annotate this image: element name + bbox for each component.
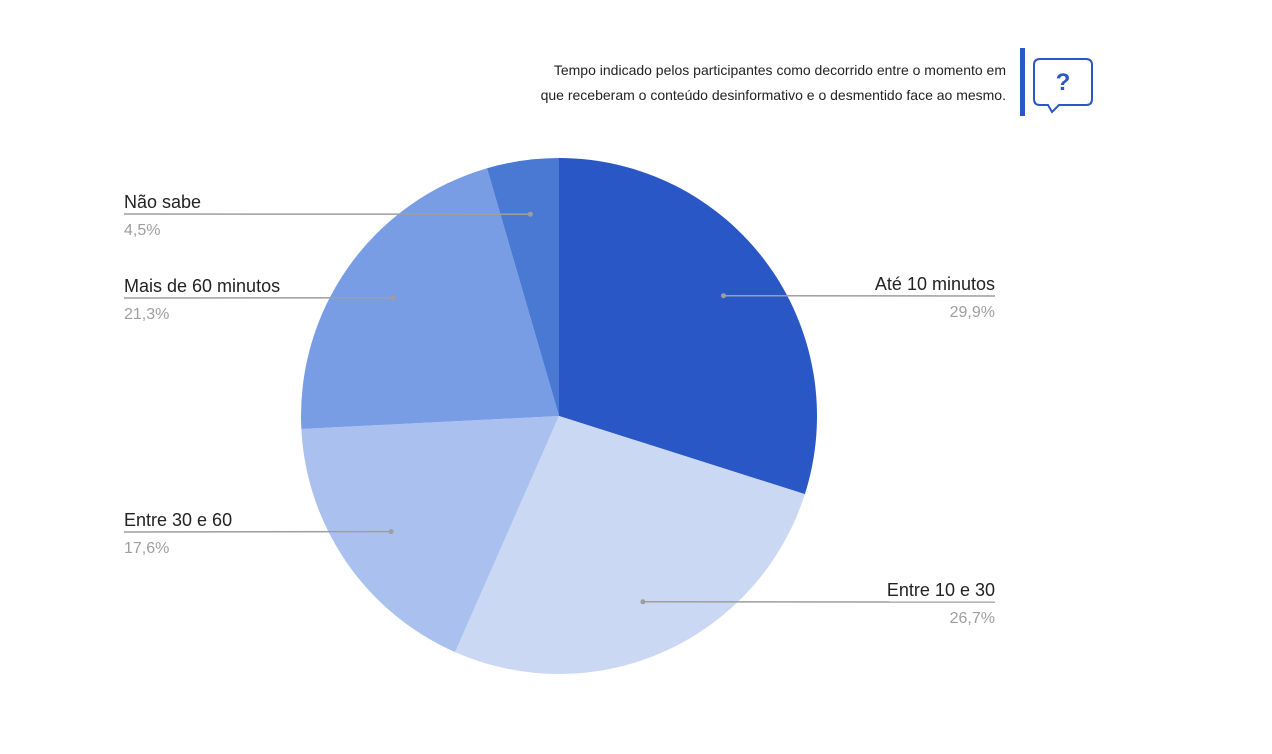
chart-description-line-1: Tempo indicado pelos participantes como … [553, 62, 1006, 78]
slice-entre-30-e-60-percent: 17,6% [124, 540, 169, 557]
slice-entre-30-e-60 [301, 416, 559, 653]
slice-nao-sabe-leader-dot [527, 211, 533, 217]
chart-description-line-2: que receberam o conteúdo desinformativo … [540, 87, 1006, 103]
slice-mais-de-60-minutos-label: Mais de 60 minutos [124, 276, 280, 296]
slice-labels: Até 10 minutos 29,9% Entre 10 e 30 26,7% Ent… [123, 192, 996, 627]
question-mark-glyph: ? [1056, 69, 1071, 96]
slice-entre-30-e-60-leader-dot [388, 529, 394, 535]
slice-ate-10-minutos-leader-dot [721, 293, 726, 299]
slice-entre-10-e-30-label: Entre 10 e 30 [887, 580, 995, 600]
slice-entre-10-e-30 [455, 416, 805, 674]
pie-slices [301, 158, 818, 674]
slice-nao-sabe-percent: 4,5% [124, 222, 160, 239]
slice-mais-de-60-minutos [301, 168, 559, 429]
slice-entre-10-e-30-percent: 26,7% [950, 610, 995, 627]
slice-mais-de-60-minutos-leader-dot [390, 295, 396, 301]
question-speech-bubble-icon[interactable]: ? [1032, 56, 1096, 116]
slice-ate-10-minutos-label: Até 10 minutos [875, 274, 995, 294]
description-accent-bar [1020, 48, 1025, 116]
slice-nao-sabe [487, 158, 559, 416]
slice-nao-sabe-label: Não sabe [124, 192, 201, 212]
slice-ate-10-minutos [559, 158, 818, 495]
chart-description: Tempo indicado pelos participantes como … [480, 58, 1006, 108]
slice-entre-30-e-60-label: Entre 30 e 60 [124, 510, 232, 530]
slice-entre-10-e-30-leader-dot [640, 599, 646, 605]
slice-ate-10-minutos-percent: 29,9% [950, 304, 995, 321]
slice-mais-de-60-minutos-percent: 21,3% [124, 306, 169, 323]
